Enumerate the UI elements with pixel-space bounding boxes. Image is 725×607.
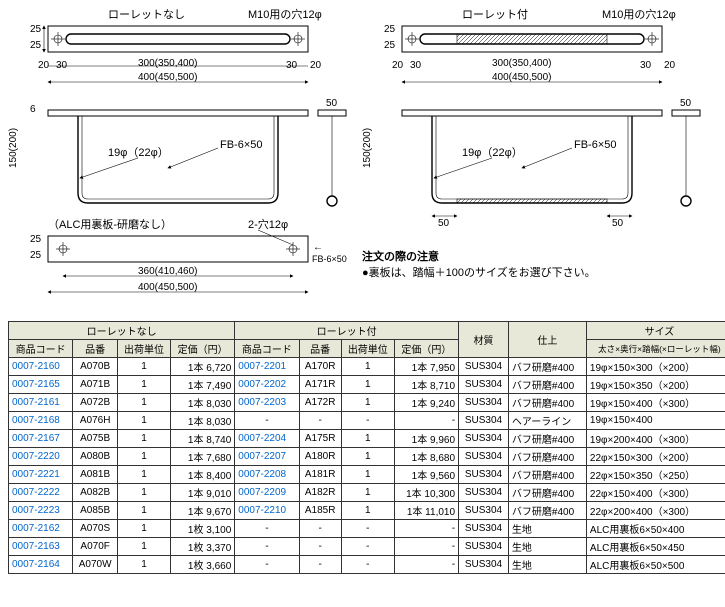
svg-text:20: 20 (38, 60, 50, 71)
diagram-top-right: ローレット付 M10用の穴12φ 25 25 20 30 300(350,400… (362, 8, 712, 98)
svg-text:25: 25 (30, 24, 42, 35)
svg-text:30: 30 (286, 60, 298, 71)
svg-text:50: 50 (326, 98, 338, 109)
diagram-side-left: 6 FB-6×50 19φ（22φ） 150(200) 50 (8, 98, 358, 218)
svg-text:20: 20 (310, 60, 322, 71)
note-body: ●裏板は、踏幅＋100のサイズをお選び下さい。 (362, 264, 712, 280)
label-alc: （ALC用裏板-研磨なし） (48, 218, 172, 231)
table-row: 0007-2161A072B11本 8,0300007-2203A172R11本… (9, 394, 725, 412)
label-hole-m10: M10用の穴12φ (248, 8, 322, 21)
label-fb-left: FB-6×50 (220, 139, 263, 151)
svg-text:300(350,400): 300(350,400) (492, 58, 552, 69)
label-with-knurl: ローレット付 (462, 8, 528, 21)
order-note: 注文の際の注意 ●裏板は、踏幅＋100のサイズをお選び下さい。 (362, 248, 712, 280)
table-row: 0007-2221A081B11本 8,4000007-2208A181R11本… (9, 466, 725, 484)
svg-text:20: 20 (392, 60, 404, 71)
table-row: 0007-2163A070F11枚 3,370----SUS304生地ALC用裏… (9, 538, 725, 556)
svg-text:150(200): 150(200) (8, 128, 19, 168)
table-row: 0007-2223A085B11本 9,6700007-2210A185R11本… (9, 502, 725, 520)
label-hole2: 2-穴12φ (248, 218, 288, 231)
th-size: サイズ (586, 322, 725, 340)
svg-text:25: 25 (30, 250, 42, 261)
svg-text:20: 20 (664, 60, 676, 71)
th-material: 材質 (459, 322, 509, 358)
svg-text:25: 25 (384, 40, 396, 51)
svg-text:6: 6 (30, 104, 36, 115)
note-title: 注文の際の注意 (362, 248, 712, 264)
svg-text:50: 50 (612, 218, 624, 228)
table-row: 0007-2165A071B11本 7,4900007-2202A171R11本… (9, 376, 725, 394)
diagram-top-left: ローレットなし M10用の穴12φ 25 25 20 30 300(350,40… (8, 8, 358, 98)
label-no-knurl: ローレットなし (108, 8, 185, 21)
label-dia-left: 19φ（22φ） (108, 146, 169, 159)
table-row: 0007-2220A080B11本 7,6800007-2207A180R11本… (9, 448, 725, 466)
table-row: 0007-2164A070W11枚 3,660----SUS304生地ALC用裏… (9, 556, 725, 574)
th-group-no: ローレットなし (9, 322, 235, 340)
th-finish: 仕上 (508, 322, 586, 358)
svg-text:30: 30 (56, 60, 68, 71)
table-row: 0007-2168A076H11本 8,030----SUS304ヘアーライン1… (9, 412, 725, 430)
svg-text:400(450,500): 400(450,500) (138, 72, 198, 83)
svg-text:300(350,400): 300(350,400) (138, 58, 198, 69)
svg-text:400(450,500): 400(450,500) (138, 282, 198, 293)
th-group-with: ローレット付 (235, 322, 459, 340)
svg-text:19φ（22φ）: 19φ（22φ） (462, 146, 523, 159)
diagrams-area: ローレットなし M10用の穴12φ 25 25 20 30 300(350,40… (8, 8, 725, 313)
svg-text:25: 25 (30, 234, 42, 245)
svg-text:400(450,500): 400(450,500) (492, 72, 552, 83)
diagram-alc: （ALC用裏板-研磨なし） 2-穴12φ ← FB-6×50 25 25 360… (8, 218, 358, 313)
table-row: 0007-2167A075B11本 8,7400007-2204A175R11本… (9, 430, 725, 448)
svg-text:25: 25 (30, 40, 42, 51)
svg-text:FB-6×50: FB-6×50 (574, 139, 617, 151)
svg-text:30: 30 (640, 60, 652, 71)
table-row: 0007-2162A070S11枚 3,100----SUS304生地ALC用裏… (9, 520, 725, 538)
svg-text:50: 50 (438, 218, 450, 228)
table-row: 0007-2160A070B11本 6,7200007-2201A170R11本… (9, 358, 725, 376)
svg-text:25: 25 (384, 24, 396, 35)
svg-text:360(410,460): 360(410,460) (138, 266, 198, 277)
table-row: 0007-2222A082B11本 9,0100007-2209A182R11本… (9, 484, 725, 502)
spec-table: ローレットなし ローレット付 材質 仕上 サイズ 商品コード 品番 出荷単位 定… (8, 321, 725, 574)
svg-text:M10用の穴12φ: M10用の穴12φ (602, 8, 676, 21)
diagram-side-right: FB-6×50 19φ（22φ） 150(200) 50 50 50 (362, 98, 712, 228)
svg-text:50: 50 (680, 98, 692, 109)
svg-text:30: 30 (410, 60, 422, 71)
svg-text:←: ← (313, 242, 323, 253)
svg-text:150(200): 150(200) (362, 128, 373, 168)
svg-text:FB-6×50: FB-6×50 (312, 254, 347, 264)
